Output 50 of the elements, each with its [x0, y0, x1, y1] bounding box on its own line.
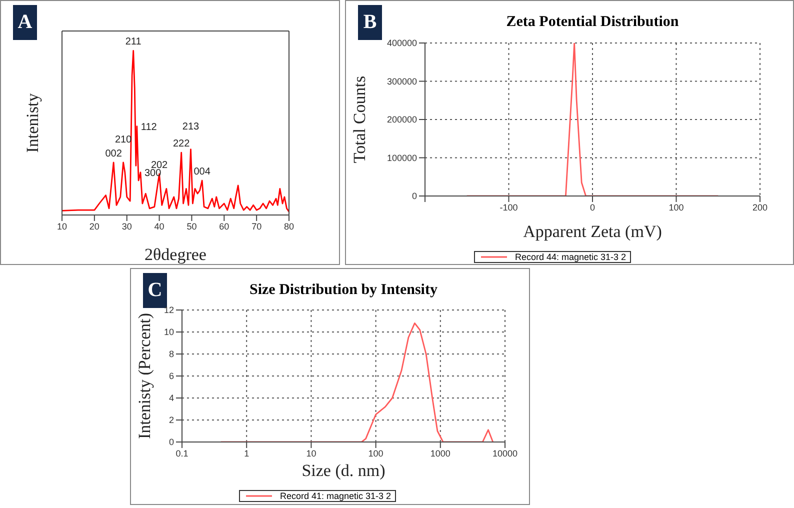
y-tick-label: 0 — [412, 191, 417, 202]
annotation: 002 — [105, 148, 122, 160]
annotation: 300 — [144, 168, 162, 179]
x-tick-label: 0 — [590, 202, 596, 212]
y-axis-title: Intenisty (Percent) — [135, 312, 154, 440]
annotation: 112 — [140, 122, 158, 133]
legend-label: Record 41: magnetic 31-3 2 — [280, 491, 392, 501]
x-tick-label: 10 — [306, 448, 316, 458]
x-axis-title: 2θdegree — [144, 245, 206, 264]
y-axis-title: Total Counts — [350, 76, 370, 164]
y-tick-label: 300000 — [386, 76, 417, 86]
x-tick-label: 0.1 — [176, 448, 188, 458]
x-tick-label: 60 — [219, 221, 230, 232]
x-tick-label: 70 — [252, 221, 262, 232]
text: B — [358, 5, 382, 40]
x-tick-label: 100 — [668, 202, 684, 212]
y-tick-label: 8 — [168, 349, 174, 360]
x-tick-label: -100 — [500, 202, 518, 212]
legend-label: Record 44: magnetic 31-3 2 — [514, 252, 626, 262]
x-tick-label: 20 — [89, 221, 100, 232]
x-tick-label: 1000 — [430, 448, 450, 458]
x-tick-label: 40 — [154, 221, 164, 232]
text: A — [13, 5, 37, 40]
chart-title: Size Distribution by Intensity — [248, 282, 438, 299]
annotation: 213 — [182, 121, 200, 132]
y-tick-label: 200000 — [386, 114, 417, 125]
y-tick-label: 100000 — [386, 152, 417, 163]
y-tick-label: 0 — [168, 437, 174, 448]
x-tick-label: 10 — [56, 221, 68, 232]
y-tick-label: 10 — [164, 327, 174, 338]
y-axis-title: Intenisty — [23, 92, 42, 153]
annotation: 211 — [125, 36, 142, 48]
y-tick-label: 2 — [168, 415, 174, 426]
x-tick-label: 10000 — [492, 448, 518, 458]
x-tick-label: 30 — [122, 221, 132, 232]
y-tick-label: 4 — [168, 393, 174, 404]
text: C — [148, 279, 162, 301]
y-tick-label: 12 — [164, 305, 174, 316]
x-tick-label: 1 — [244, 448, 250, 458]
x-tick-label: 100 — [368, 448, 384, 458]
x-tick-label: 50 — [186, 221, 197, 232]
annotation: 222 — [172, 138, 190, 150]
y-tick-label: 400000 — [386, 38, 417, 48]
x-axis-title: Size (d. nm) — [302, 461, 386, 480]
x-axis-title: Apparent Zeta (mV) — [523, 222, 662, 241]
chart-title: Zeta Potential Distribution — [505, 14, 680, 31]
x-tick-label: 200 — [752, 202, 768, 212]
x-tick-label: 80 — [284, 221, 294, 232]
y-tick-label: 6 — [168, 371, 174, 382]
annotation: 004 — [194, 166, 211, 178]
